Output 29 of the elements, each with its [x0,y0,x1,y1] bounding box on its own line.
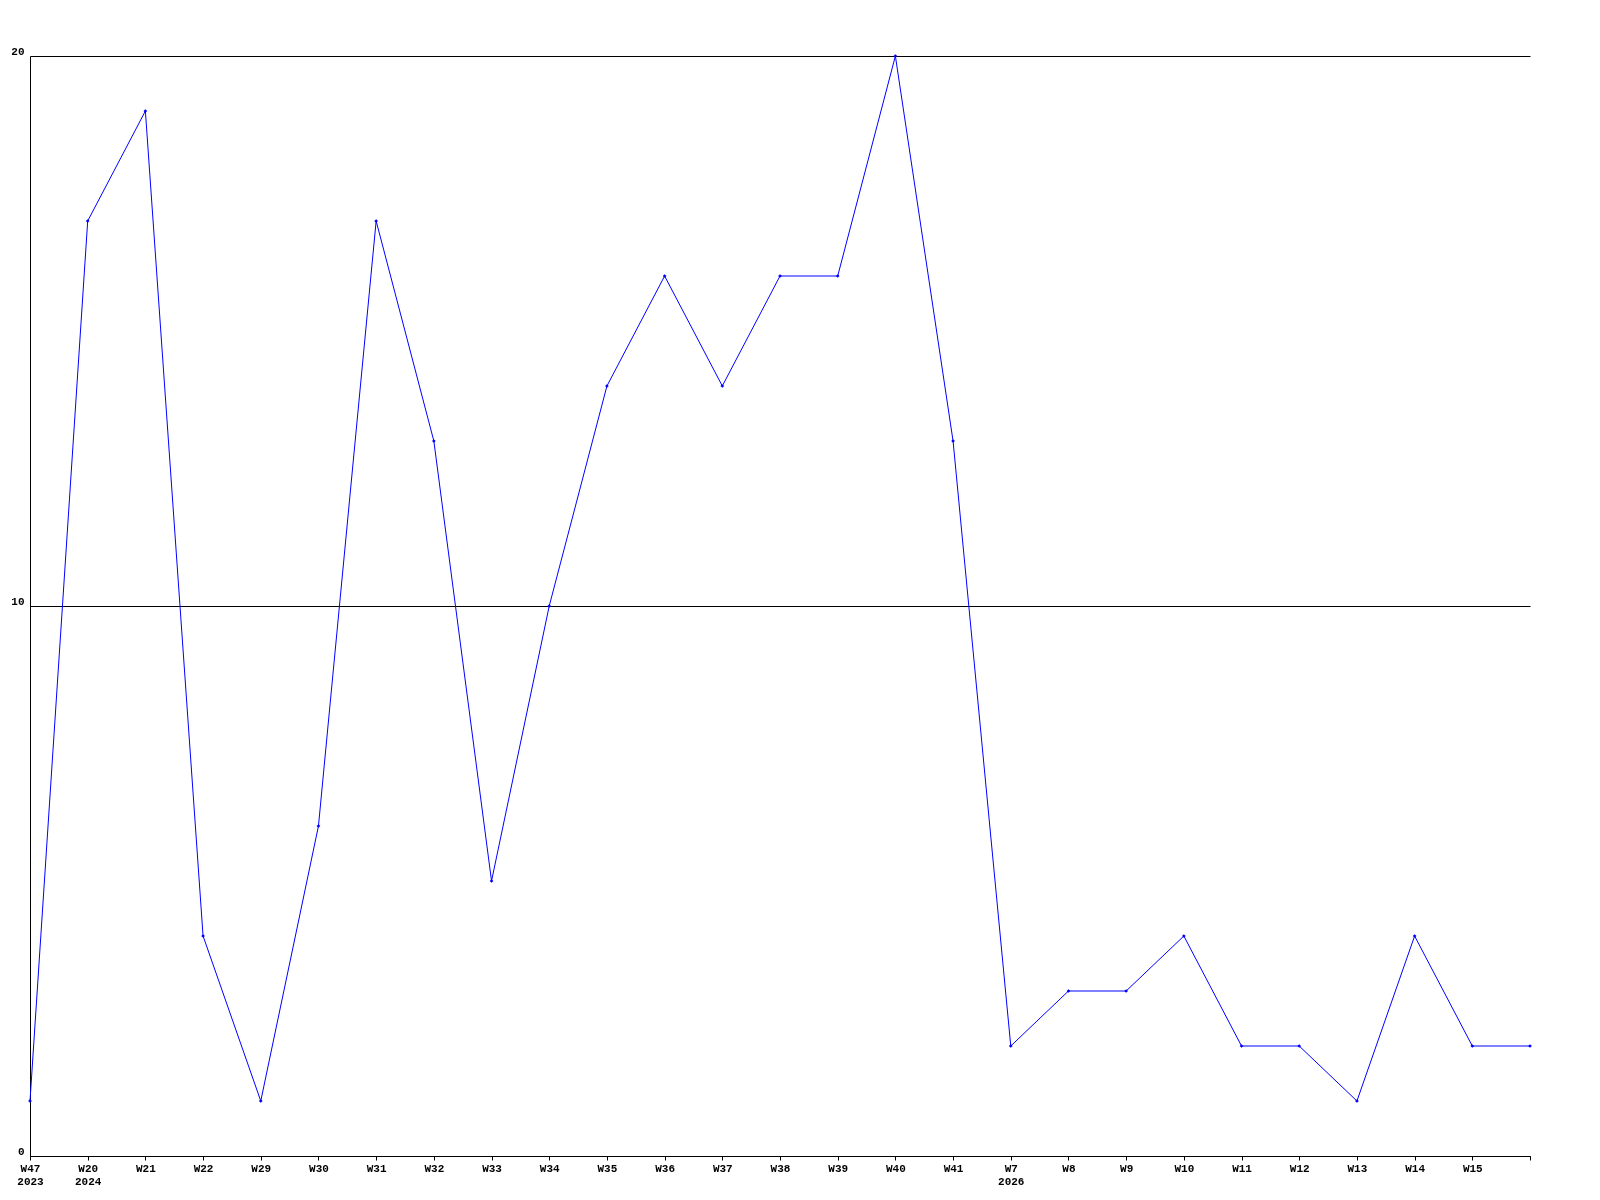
x-tick-label: W39 [828,1162,849,1175]
x-tick-label: W11 [1232,1162,1253,1175]
x-tick-label: W20 2024 [74,1162,102,1188]
x-tick-label: W34 [539,1162,561,1175]
y-tick-label: 20 [11,45,25,58]
x-tick-label: W15 [1462,1162,1484,1175]
x-tick-label: W12 [1289,1162,1310,1175]
x-tick-label: W40 [885,1162,906,1175]
x-tick-label: W7 2026 [998,1162,1025,1188]
y-tick-label: 10 [11,595,25,608]
x-tick-label: W31 [366,1162,387,1175]
y-tick-label: 0 [17,1145,25,1158]
x-tick-label: W35 [597,1162,618,1175]
x-tick-label: W13 [1347,1162,1368,1175]
x-tick-label: W9 [1120,1162,1134,1175]
x-tick-label: W8 [1062,1162,1076,1175]
x-tick-label: W32 [424,1162,445,1175]
x-tick-label: W29 [251,1162,272,1175]
x-tick-label: W33 [482,1162,503,1175]
x-tick-label: W36 [655,1162,676,1175]
x-tick-label: W41 [943,1162,964,1175]
x-tick-label: W38 [770,1162,791,1175]
x-tick-label: W47 2023 [17,1162,45,1188]
x-tick-label: W37 [712,1162,733,1175]
x-tick-label: W14 [1405,1162,1426,1175]
x-tick-label: W22 [193,1162,214,1175]
x-tick-label: W10 [1174,1162,1195,1175]
x-tick-label: W30 [309,1162,329,1175]
x-tick-label: W21 [135,1162,157,1175]
